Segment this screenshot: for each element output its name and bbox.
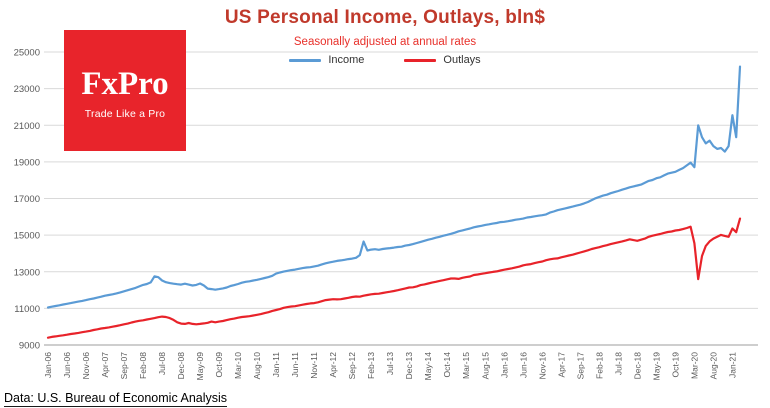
svg-text:Feb-18: Feb-18 — [594, 352, 604, 379]
svg-text:9000: 9000 — [19, 341, 40, 352]
svg-text:Dec-13: Dec-13 — [404, 352, 414, 380]
legend-label-outlays: Outlays — [443, 54, 481, 66]
svg-text:Apr-07: Apr-07 — [100, 352, 110, 378]
svg-text:Jun-06: Jun-06 — [62, 352, 72, 378]
svg-text:Jan-16: Jan-16 — [499, 352, 509, 378]
svg-text:Mar-20: Mar-20 — [689, 352, 699, 379]
svg-text:Nov-11: Nov-11 — [309, 352, 319, 379]
svg-text:11000: 11000 — [14, 304, 40, 315]
svg-text:Nov-16: Nov-16 — [537, 352, 547, 380]
fxpro-logo-tagline: Trade Like a Pro — [84, 108, 166, 120]
svg-text:19000: 19000 — [14, 157, 40, 168]
legend-item-outlays[interactable]: Outlays — [404, 54, 481, 66]
svg-text:Oct-14: Oct-14 — [442, 352, 452, 378]
chart-subtitle: Seasonally adjusted at annual rates — [293, 36, 477, 48]
svg-text:Mar-15: Mar-15 — [461, 352, 471, 379]
svg-text:Jun-11: Jun-11 — [290, 352, 300, 378]
data-source-note: Data: U.S. Bureau of Economic Analysis — [4, 391, 228, 407]
svg-text:Sep-17: Sep-17 — [575, 352, 585, 380]
svg-text:Oct-09: Oct-09 — [214, 352, 224, 378]
outlays-line-swatch — [404, 58, 437, 62]
svg-text:Jan-11: Jan-11 — [271, 352, 281, 378]
svg-text:Dec-18: Dec-18 — [632, 352, 642, 380]
svg-text:Sep-12: Sep-12 — [347, 352, 357, 380]
legend-label-income: Income — [328, 54, 365, 66]
svg-text:Jul-18: Jul-18 — [613, 352, 623, 375]
svg-text:17000: 17000 — [14, 194, 40, 205]
svg-text:Apr-17: Apr-17 — [556, 352, 566, 378]
svg-text:Aug-15: Aug-15 — [480, 352, 490, 380]
svg-text:Jul-13: Jul-13 — [385, 352, 395, 375]
fxpro-logo: FxPro Trade Like a Pro — [64, 30, 186, 151]
svg-text:Jul-08: Jul-08 — [157, 352, 167, 375]
svg-text:23000: 23000 — [14, 84, 40, 95]
svg-text:Jan-06: Jan-06 — [43, 352, 53, 378]
svg-text:Aug-10: Aug-10 — [252, 352, 262, 380]
svg-text:Mar-10: Mar-10 — [233, 352, 243, 379]
svg-text:Feb-13: Feb-13 — [366, 352, 376, 379]
svg-text:Apr-12: Apr-12 — [328, 352, 338, 378]
svg-text:Nov-06: Nov-06 — [81, 352, 91, 380]
legend-item-income[interactable]: Income — [289, 54, 364, 66]
fxpro-logo-text: FxPro — [81, 66, 169, 102]
svg-text:Feb-08: Feb-08 — [138, 352, 148, 379]
svg-text:Jun-16: Jun-16 — [518, 352, 528, 378]
svg-text:25000: 25000 — [14, 48, 40, 59]
svg-text:13000: 13000 — [14, 267, 40, 278]
svg-text:Jan-21: Jan-21 — [727, 352, 737, 378]
svg-text:Aug-20: Aug-20 — [708, 352, 718, 380]
income-line-swatch — [289, 58, 322, 62]
chart-title: US Personal Income, Outlays, bln$ — [224, 7, 546, 28]
svg-text:Dec-08: Dec-08 — [176, 352, 186, 380]
svg-text:15000: 15000 — [14, 231, 40, 242]
svg-text:21000: 21000 — [14, 121, 40, 132]
chart-legend: Income Outlays — [0, 54, 770, 66]
svg-text:May-19: May-19 — [651, 352, 661, 381]
svg-text:May-14: May-14 — [423, 352, 433, 381]
svg-text:Oct-19: Oct-19 — [670, 352, 680, 378]
svg-text:May-09: May-09 — [195, 352, 205, 381]
svg-text:Sep-07: Sep-07 — [119, 352, 129, 380]
